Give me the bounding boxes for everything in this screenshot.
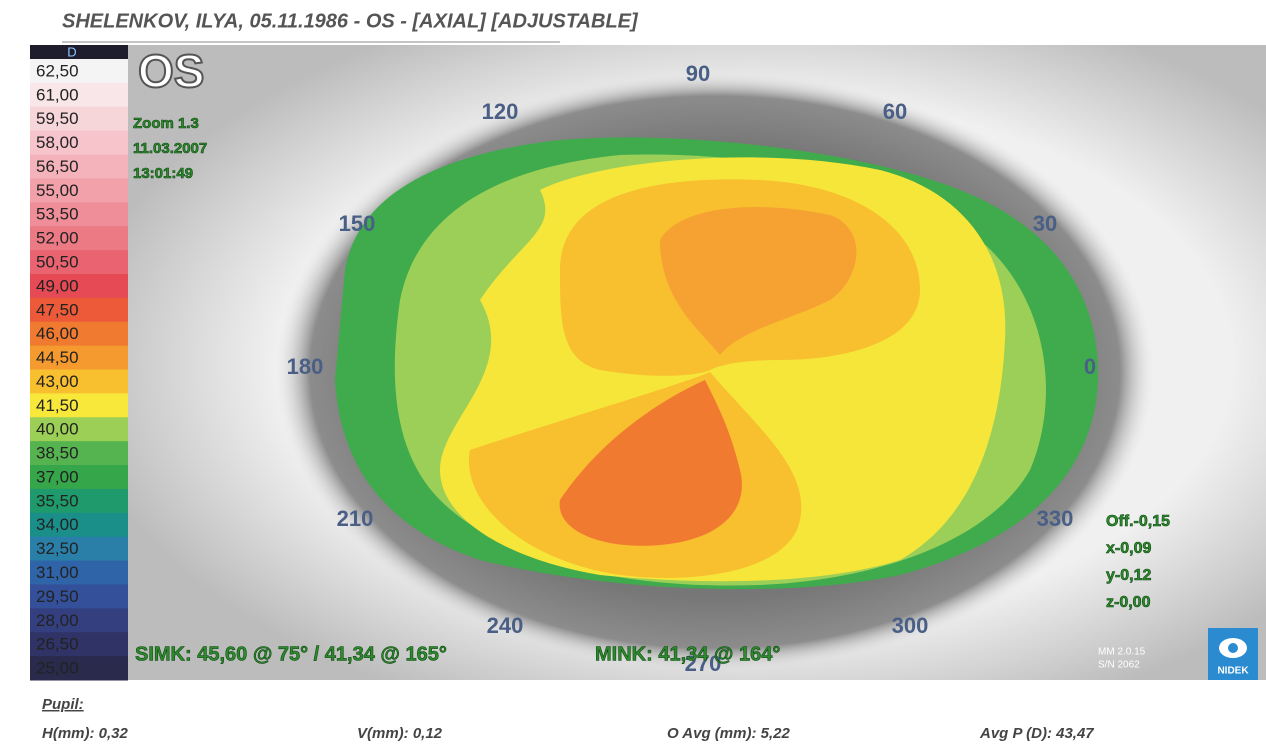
- info-line: 13:01:49: [133, 165, 193, 182]
- scale-swatch: [30, 130, 128, 156]
- stat: O Avg (mm): 5,22: [667, 725, 790, 742]
- patient-title: SHELENKOV, ILYA, 05.11.1986 - OS - [AXIA…: [62, 10, 639, 32]
- scale-swatch: [30, 536, 128, 562]
- scale-label: 59,50: [36, 109, 79, 128]
- scale-swatch: [30, 250, 128, 275]
- angle-label: 120: [482, 99, 519, 124]
- logo-pupil: [1228, 643, 1238, 653]
- scale-label: 37,00: [36, 467, 79, 486]
- simk: SIMK: 45,60 @ 75° / 41,34 @ 165°: [135, 643, 447, 665]
- scale-label: 50,50: [36, 253, 79, 272]
- stat: Avg P (D): 43,47: [979, 725, 1094, 742]
- angle-label: 30: [1033, 211, 1057, 236]
- scale-label: 40,00: [36, 420, 79, 439]
- pupil-label: Pupil:: [42, 696, 84, 713]
- stat: V(mm): 0,12: [357, 725, 443, 742]
- angle-label: 60: [883, 99, 907, 124]
- stat: H(mm): 0,32: [42, 725, 129, 742]
- angle-label: 330: [1037, 506, 1074, 531]
- scale-label: 38,50: [36, 444, 79, 463]
- angle-label: 210: [337, 506, 374, 531]
- scale-swatch: [30, 82, 128, 108]
- scale-swatch: [30, 417, 128, 442]
- version: MM 2.0.15 S/N 2062: [1098, 647, 1146, 671]
- zone-deep-top: [660, 207, 857, 355]
- scale-swatch: [30, 488, 128, 514]
- scale-swatch: [30, 656, 128, 681]
- mink: MINK: 41,34 @ 164°: [595, 643, 780, 665]
- scale-header: [30, 45, 128, 59]
- scale-swatch: [30, 512, 128, 538]
- scale-swatch: [30, 202, 128, 227]
- scale-label: 34,00: [36, 515, 79, 534]
- scale-label: 32,50: [36, 539, 79, 558]
- eye-label: OS: [138, 45, 204, 97]
- scale-swatch: [30, 154, 128, 179]
- scale-swatch: [30, 560, 128, 585]
- scale-swatch: [30, 369, 128, 394]
- scale-label: 56,50: [36, 157, 79, 176]
- scale-swatch: [30, 393, 128, 418]
- scale-label: 46,00: [36, 324, 79, 343]
- scale-label: 52,00: [36, 229, 79, 248]
- scale-label: 29,50: [36, 587, 79, 606]
- scale-label: 26,50: [36, 635, 79, 654]
- scale-label: 53,50: [36, 205, 79, 224]
- scale-label: 25,00: [36, 659, 79, 678]
- scale-swatch: [30, 632, 128, 657]
- scale-swatch: [30, 321, 128, 347]
- angle-label: 90: [686, 61, 710, 86]
- scale-swatch: [30, 178, 128, 203]
- scale-unit: D: [67, 44, 76, 59]
- topography-map: [335, 137, 1099, 590]
- logo-text: NIDEK: [1217, 666, 1249, 677]
- offset-line: y-0,12: [1106, 567, 1151, 584]
- scale-swatch: [30, 345, 128, 370]
- angle-label: 0: [1084, 354, 1096, 379]
- angle-label: 300: [892, 613, 929, 638]
- scale-label: 47,50: [36, 300, 79, 319]
- offset-line: Off.-0,15: [1106, 513, 1170, 530]
- exam-info: Zoom 1.3 11.03.2007 13:01:49: [133, 115, 208, 183]
- scale-label: 55,00: [36, 181, 79, 200]
- scale-swatch: [30, 226, 128, 251]
- zone-deep-bottom: [559, 380, 742, 546]
- color-scale: D 62,50 61,00 59,50 58,00 56,50 55,00 53,50 52,…: [30, 44, 128, 681]
- version-line: S/N 2062: [1098, 660, 1140, 671]
- scale-label: 28,00: [36, 611, 79, 630]
- scale-label: 61,00: [36, 85, 79, 104]
- scale-label: 44,50: [36, 348, 79, 367]
- info-line: 11.03.2007: [133, 140, 207, 157]
- scale-label: 43,00: [36, 372, 79, 391]
- angle-label: 240: [487, 613, 524, 638]
- angle-label: 150: [339, 211, 376, 236]
- scale-swatch: [30, 106, 128, 132]
- scale-label: 49,00: [36, 276, 79, 295]
- offset-line: x-0,09: [1106, 540, 1151, 557]
- scale-swatch: [30, 441, 128, 466]
- scale-label: 62,50: [36, 61, 79, 80]
- angle-labels: 90 120 60 150 30 180 0 210 330 240 270 300: [287, 61, 1096, 676]
- scale-swatch: [30, 584, 128, 609]
- scale-swatch: [30, 273, 128, 299]
- info-line: Zoom 1.3: [133, 115, 199, 132]
- scale-swatch: [30, 465, 128, 490]
- scale-label: 41,50: [36, 396, 79, 415]
- angle-label: 180: [287, 354, 324, 379]
- scale-label: 31,00: [36, 563, 79, 582]
- offsets: Off.-0,15 x-0,09 y-0,12 z-0,00: [1106, 513, 1171, 612]
- scale-swatch: [30, 297, 128, 323]
- scale-label: 35,50: [36, 491, 79, 510]
- offset-line: z-0,00: [1106, 594, 1151, 611]
- version-line: MM 2.0.15: [1098, 647, 1146, 658]
- scale-swatch: [30, 608, 128, 633]
- pupil-stats: H(mm): 0,32 V(mm): 0,12 O Avg (mm): 5,22 Av…: [42, 725, 1094, 742]
- angle-label: 270: [685, 651, 722, 676]
- scale-label: 58,00: [36, 133, 79, 152]
- scale-swatch: [30, 59, 128, 84]
